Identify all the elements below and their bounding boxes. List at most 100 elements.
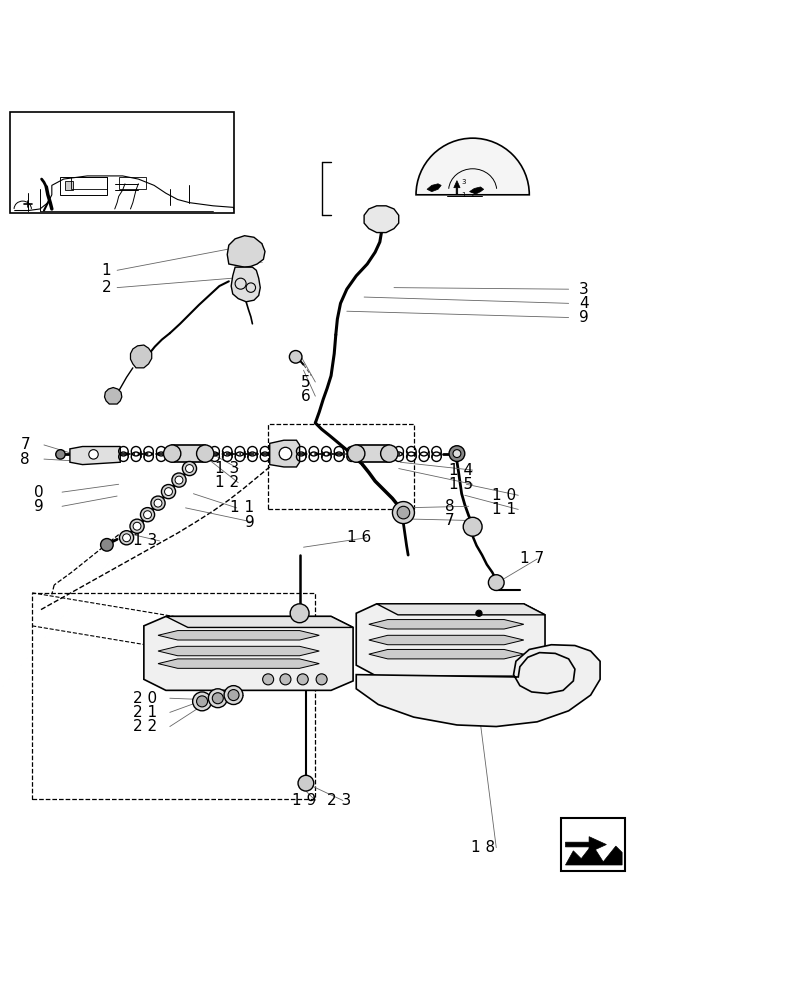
Text: 3: 3 [579, 282, 589, 297]
Circle shape [449, 446, 465, 461]
Text: 2 0: 2 0 [133, 691, 157, 706]
Text: 6: 6 [301, 389, 311, 404]
Text: 1 1: 1 1 [230, 500, 255, 515]
Text: 1 7: 1 7 [520, 551, 544, 566]
Polygon shape [131, 345, 152, 368]
Text: 1 2: 1 2 [214, 475, 239, 490]
Bar [268, 424, 414, 509]
Circle shape [196, 696, 207, 707]
Circle shape [463, 517, 482, 536]
Circle shape [298, 775, 314, 791]
Text: 1 4: 1 4 [449, 463, 473, 478]
Text: 1 1: 1 1 [492, 502, 516, 517]
Polygon shape [470, 187, 484, 194]
Polygon shape [70, 447, 121, 465]
Circle shape [348, 445, 365, 462]
Polygon shape [166, 616, 353, 627]
Text: 7: 7 [20, 437, 30, 452]
Text: 2 2: 2 2 [133, 719, 157, 734]
Polygon shape [566, 837, 607, 852]
Circle shape [175, 476, 183, 484]
Circle shape [196, 445, 214, 462]
Text: 5: 5 [301, 375, 310, 390]
Polygon shape [269, 440, 299, 467]
Circle shape [228, 690, 239, 701]
Text: 3: 3 [461, 179, 466, 185]
Circle shape [212, 693, 223, 704]
Bar [32, 593, 315, 799]
Bar [10, 112, 234, 213]
Text: 2 1: 2 1 [133, 705, 157, 720]
Polygon shape [144, 616, 353, 690]
Text: 0: 0 [34, 485, 43, 500]
Polygon shape [158, 646, 319, 656]
Circle shape [224, 686, 243, 705]
Circle shape [89, 450, 98, 459]
Text: 1: 1 [102, 263, 111, 278]
Polygon shape [356, 604, 545, 676]
Circle shape [133, 522, 141, 530]
Circle shape [397, 506, 410, 519]
Circle shape [165, 488, 173, 496]
Text: 7: 7 [445, 513, 455, 528]
Circle shape [297, 674, 308, 685]
Circle shape [182, 461, 196, 476]
Circle shape [392, 502, 414, 524]
Circle shape [123, 534, 131, 542]
Bar [561, 818, 625, 871]
Circle shape [140, 508, 154, 522]
Bar [119, 177, 147, 189]
Circle shape [185, 465, 193, 472]
Polygon shape [227, 236, 265, 267]
Polygon shape [369, 649, 524, 659]
Polygon shape [364, 206, 399, 233]
Circle shape [172, 473, 186, 487]
Circle shape [453, 450, 461, 458]
Circle shape [290, 604, 309, 623]
Circle shape [154, 499, 162, 507]
Text: 4: 4 [579, 296, 589, 311]
Polygon shape [454, 181, 460, 194]
Text: 1 3: 1 3 [214, 461, 239, 476]
Circle shape [489, 575, 504, 590]
Polygon shape [158, 631, 319, 640]
Polygon shape [231, 267, 260, 302]
Text: 8: 8 [445, 499, 455, 514]
Text: 9: 9 [34, 499, 43, 514]
Circle shape [381, 445, 398, 462]
Bar [72, 177, 107, 189]
Text: 1 3: 1 3 [133, 533, 157, 548]
Circle shape [151, 496, 165, 510]
Polygon shape [356, 645, 600, 727]
Bar [60, 177, 107, 195]
Text: 1 8: 1 8 [471, 840, 495, 855]
Polygon shape [566, 845, 622, 865]
Polygon shape [369, 635, 524, 645]
Polygon shape [369, 620, 524, 629]
Circle shape [162, 485, 176, 499]
Text: 1 5: 1 5 [449, 477, 473, 492]
Text: 1 0: 1 0 [492, 488, 516, 503]
Wedge shape [416, 138, 530, 195]
Circle shape [476, 610, 482, 616]
Text: 1: 1 [461, 192, 466, 198]
Text: 9: 9 [244, 515, 255, 530]
Polygon shape [158, 659, 319, 668]
Bar [356, 445, 389, 462]
Circle shape [192, 692, 211, 711]
Text: 2: 2 [470, 192, 475, 198]
Polygon shape [377, 604, 545, 615]
Polygon shape [427, 184, 441, 192]
Text: 2: 2 [102, 280, 111, 295]
Circle shape [316, 674, 327, 685]
Circle shape [143, 511, 151, 519]
Polygon shape [105, 388, 122, 404]
Text: 1 6: 1 6 [347, 530, 371, 545]
Circle shape [164, 445, 180, 462]
Circle shape [130, 519, 144, 533]
Circle shape [279, 447, 292, 460]
Circle shape [56, 450, 65, 459]
Text: 8: 8 [20, 452, 30, 467]
Circle shape [280, 674, 291, 685]
Circle shape [101, 539, 113, 551]
